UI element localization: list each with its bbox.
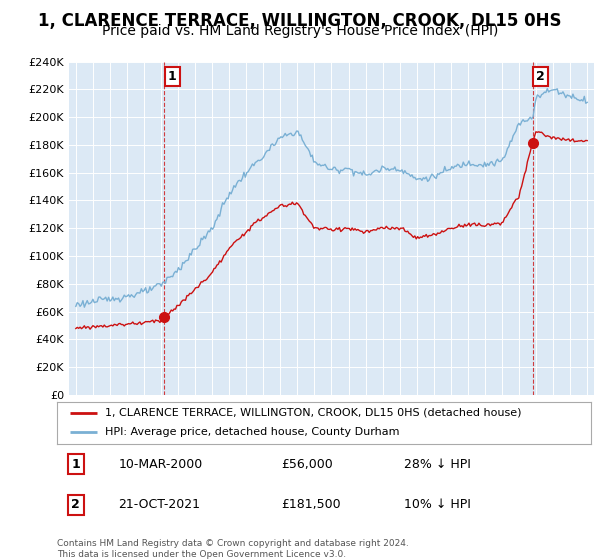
Text: 10% ↓ HPI: 10% ↓ HPI [404,498,471,511]
Text: £56,000: £56,000 [281,458,333,471]
Text: 2: 2 [71,498,80,511]
Text: 1, CLARENCE TERRACE, WILLINGTON, CROOK, DL15 0HS: 1, CLARENCE TERRACE, WILLINGTON, CROOK, … [38,12,562,30]
Text: 1: 1 [168,70,176,83]
Text: 1, CLARENCE TERRACE, WILLINGTON, CROOK, DL15 0HS (detached house): 1, CLARENCE TERRACE, WILLINGTON, CROOK, … [105,408,521,418]
Text: HPI: Average price, detached house, County Durham: HPI: Average price, detached house, Coun… [105,427,400,437]
Text: £181,500: £181,500 [281,498,341,511]
Text: 2: 2 [536,70,545,83]
Text: Price paid vs. HM Land Registry's House Price Index (HPI): Price paid vs. HM Land Registry's House … [102,24,498,38]
Text: 1: 1 [71,458,80,471]
Text: Contains HM Land Registry data © Crown copyright and database right 2024.
This d: Contains HM Land Registry data © Crown c… [57,539,409,559]
Text: 21-OCT-2021: 21-OCT-2021 [118,498,200,511]
Text: 10-MAR-2000: 10-MAR-2000 [118,458,203,471]
Text: 28% ↓ HPI: 28% ↓ HPI [404,458,471,471]
